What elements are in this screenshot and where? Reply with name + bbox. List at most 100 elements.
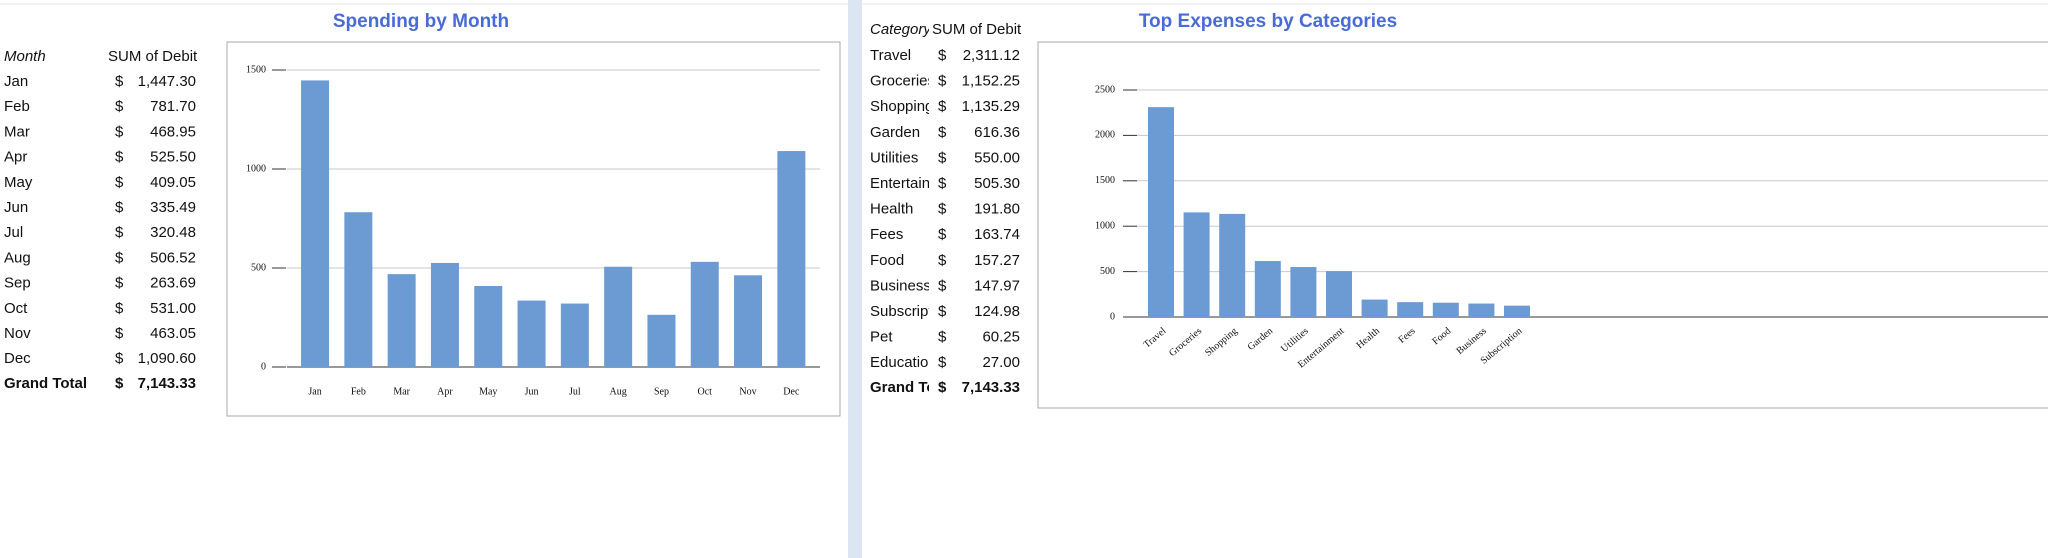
row-label: Garden — [870, 124, 920, 141]
chart: Spending by Month 0 500 1000 1500 Jan Feb Mar Ap… — [226, 11, 841, 417]
x-tick-label: Jun — [525, 386, 539, 397]
currency: $ — [938, 98, 947, 115]
amount: 506.52 — [150, 249, 196, 266]
x-tick-label: May — [479, 386, 497, 397]
x-tick-label: Oct — [698, 386, 713, 397]
bar — [734, 275, 763, 367]
bar — [1361, 299, 1388, 317]
chart: Top Expenses by Categories 0 500 1000 1500 20… — [1037, 11, 2048, 409]
row-label: Fees — [870, 226, 903, 243]
currency: $ — [115, 224, 124, 241]
bar — [1397, 302, 1424, 317]
amount: 468.95 — [150, 123, 196, 140]
bar — [1326, 271, 1352, 317]
bar — [301, 80, 330, 367]
amount: 409.05 — [150, 174, 196, 191]
bar — [1504, 305, 1530, 317]
currency: $ — [938, 379, 947, 396]
bar — [430, 262, 459, 367]
currency: $ — [938, 73, 947, 90]
chart-title: Top Expenses by Categories — [1139, 11, 1397, 32]
amount: 550.00 — [974, 149, 1020, 166]
amount: 7,143.33 — [138, 375, 196, 392]
row-label: Dec — [4, 350, 31, 367]
row-label: Health — [870, 201, 913, 218]
pivot-table: Category SUM of Debit Travel $2,311.12 Groce… — [870, 21, 1022, 396]
y-tick-label: 0 — [1110, 311, 1115, 322]
y-tick-label: 1000 — [1095, 220, 1115, 231]
y-tick-label: 1000 — [246, 163, 266, 174]
x-tick-label: Apr — [437, 386, 453, 397]
amount: 263.69 — [150, 275, 196, 292]
bar — [474, 286, 503, 367]
amount: 60.25 — [982, 329, 1020, 346]
y-tick-label: 500 — [251, 262, 266, 273]
bar — [560, 303, 589, 367]
y-tick-label: 2000 — [1095, 130, 1115, 141]
amount: 1,135.29 — [962, 98, 1020, 115]
row-label: May — [4, 174, 33, 191]
x-tick-label: Dec — [783, 386, 800, 397]
amount: 124.98 — [974, 303, 1020, 320]
currency: $ — [115, 149, 124, 166]
currency: $ — [938, 149, 947, 166]
x-tick-label: Aug — [610, 386, 627, 397]
currency: $ — [115, 375, 124, 392]
currency: $ — [115, 73, 124, 90]
amount: 157.27 — [974, 252, 1020, 269]
row-label: Subscription — [870, 303, 953, 320]
y-tick-label: 500 — [1100, 266, 1115, 277]
bar — [1432, 302, 1459, 317]
x-tick-label: Jan — [308, 386, 321, 397]
bar — [647, 314, 676, 367]
currency: $ — [938, 201, 947, 218]
row-label: Grand Total — [4, 375, 87, 392]
row-label: Jul — [4, 224, 23, 241]
amount: 2,311.12 — [963, 47, 1020, 64]
y-tick-label: 0 — [261, 361, 266, 372]
row-label: Business — [870, 277, 931, 294]
currency: $ — [115, 174, 124, 191]
amount: 320.48 — [150, 224, 196, 241]
x-tick-label: Feb — [351, 386, 366, 397]
chart-title: Spending by Month — [333, 11, 509, 32]
x-tick-label: Jul — [569, 386, 581, 397]
bar — [690, 261, 719, 367]
y-tick-label: 2500 — [1095, 84, 1115, 95]
amount: 27.00 — [982, 354, 1020, 371]
table-header: SUM of Debit — [932, 21, 1022, 38]
row-label: Food — [870, 252, 904, 269]
amount: 531.00 — [150, 300, 196, 317]
row-label: Aug — [4, 249, 31, 266]
currency: $ — [115, 199, 124, 216]
y-tick-label: 1500 — [246, 64, 266, 75]
bar — [1290, 267, 1317, 317]
row-label: Mar — [4, 123, 30, 140]
currency: $ — [938, 329, 947, 346]
table-header: SUM of Debit — [108, 48, 198, 65]
row-label: Feb — [4, 98, 30, 115]
sheet-separator — [848, 0, 862, 558]
amount: 1,152.25 — [962, 73, 1020, 90]
amount: 463.05 — [150, 325, 196, 342]
row-label: Jun — [4, 199, 28, 216]
bar — [1183, 212, 1210, 317]
row-label: Apr — [4, 149, 27, 166]
amount: 147.97 — [974, 277, 1020, 294]
currency: $ — [115, 123, 124, 140]
currency: $ — [115, 98, 124, 115]
bar — [387, 274, 416, 367]
bar — [1254, 261, 1281, 317]
amount: 781.70 — [150, 98, 196, 115]
row-label: Utilities — [870, 149, 918, 166]
table-header: Category — [870, 21, 932, 38]
row-label: Entertainment — [870, 175, 964, 192]
bar — [517, 300, 546, 367]
row-label: Shopping — [870, 98, 933, 115]
amount: 335.49 — [150, 199, 196, 216]
pivot-table: Month SUM of Debit Jan $1,447.30 Feb $781.70 M… — [4, 48, 198, 392]
row-label: Travel — [870, 47, 911, 64]
bar — [604, 266, 633, 367]
